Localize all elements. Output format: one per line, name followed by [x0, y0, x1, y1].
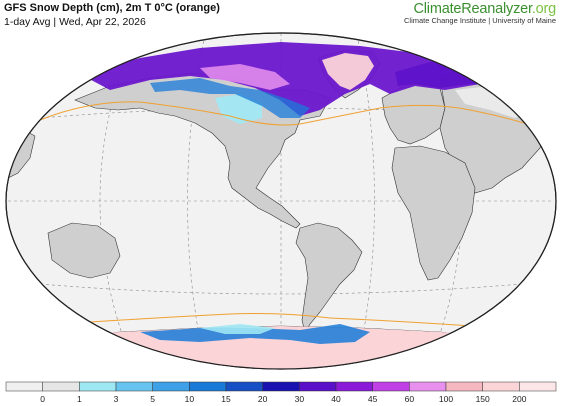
legend-tick-label: 40	[331, 394, 341, 404]
map-subtitle: 1-day Avg | Wed, Apr 22, 2026	[4, 16, 146, 28]
legend-tick-label: 45	[368, 394, 378, 404]
legend-swatch	[152, 381, 190, 392]
legend-tick-label: 20	[258, 394, 268, 404]
brand-logo[interactable]: ClimateReanalyzer.org Climate Change Ins…	[404, 1, 556, 25]
arctic-snow-deep	[80, 42, 530, 116]
legend-tick-label: 5	[150, 394, 155, 404]
legend-tick-label: 150	[476, 394, 490, 404]
legend-tick-label: 0	[40, 394, 45, 404]
africa	[391, 145, 476, 281]
south-america	[295, 222, 363, 334]
brand-name: ClimateReanalyzer.org	[404, 1, 557, 17]
legend-tick-label: 60	[405, 394, 415, 404]
freezing-line-south	[59, 313, 501, 329]
hudson-snow-light	[215, 94, 262, 124]
brand-name-main: ClimateReanalyzer	[413, 1, 532, 17]
legend-swatch	[5, 381, 43, 392]
legend-swatch	[189, 381, 227, 392]
australia	[47, 222, 121, 279]
arctic-snow-pink	[200, 64, 290, 90]
canada-snow-blue	[150, 78, 310, 118]
legend-swatch	[262, 381, 300, 392]
legend-tick-label: 3	[114, 394, 119, 404]
legend-tick-label: 100	[439, 394, 453, 404]
legend-swatch	[482, 381, 520, 392]
snow-depth-map	[5, 32, 557, 370]
legend-swatch	[445, 381, 483, 392]
color-legend: 0 1 3 5 10 15 20 30 40 45 60 100 150 200	[5, 381, 557, 404]
legend-swatch	[42, 381, 80, 392]
legend-swatch	[409, 381, 447, 392]
legend-swatch	[372, 381, 410, 392]
legend-tick-label: 1	[77, 394, 82, 404]
freezing-line-north	[39, 101, 541, 129]
brand-institute: Climate Change Institute | University of…	[403, 16, 556, 25]
legend-tick-label: 200	[512, 394, 526, 404]
brand-name-suffix: .org	[531, 1, 556, 17]
greenland-snow	[322, 53, 374, 90]
antarctic-snow-light	[200, 324, 275, 334]
legend-swatch	[115, 381, 153, 392]
legend-tick-label: 10	[185, 394, 195, 404]
legend-tick-label: 30	[295, 394, 305, 404]
legend-tick-label: 15	[221, 394, 231, 404]
legend-swatch	[79, 381, 117, 392]
legend-swatch	[519, 381, 557, 392]
legend-swatch	[299, 381, 337, 392]
legend-swatch	[225, 381, 263, 392]
legend-swatch	[335, 381, 373, 392]
map-title: GFS Snow Depth (cm), 2m T 0°C (orange)	[4, 2, 220, 14]
